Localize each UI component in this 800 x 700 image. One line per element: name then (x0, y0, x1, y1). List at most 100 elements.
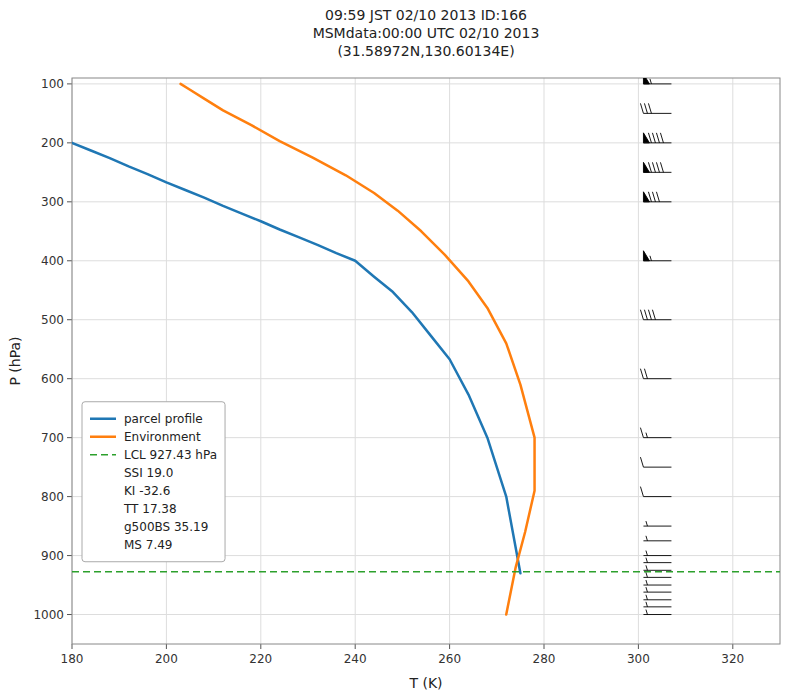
wind-barb (643, 610, 671, 615)
y-grid-line (72, 260, 780, 261)
y-tick-label: 1000 (33, 608, 64, 622)
wind-barb-half (646, 521, 648, 526)
y-tick (67, 260, 72, 261)
x-tick-label: 180 (61, 652, 84, 666)
y-grid-line (72, 614, 780, 615)
x-tick-label: 220 (249, 652, 272, 666)
wind-barb-full (652, 192, 655, 202)
y-tick-label: 600 (41, 372, 64, 386)
x-grid-line (732, 78, 733, 644)
x-tick-label: 300 (627, 652, 650, 666)
x-tick-label: 240 (344, 652, 367, 666)
x-tick (544, 644, 545, 649)
wind-barb-shaft (643, 467, 671, 468)
wind-barb-half (646, 565, 648, 570)
y-tick-label: 700 (41, 431, 64, 445)
wind-barb-full (648, 103, 651, 113)
series-line (181, 84, 535, 615)
y-axis-label: P (hPa) (7, 336, 23, 385)
x-grid-line (260, 78, 261, 644)
wind-barb-shaft (643, 496, 671, 497)
y-grid-line (72, 201, 780, 202)
wind-barb-full (656, 192, 659, 202)
wind-barb-full (648, 162, 651, 172)
wind-barb-half (646, 433, 648, 438)
y-grid-line (72, 319, 780, 320)
wind-barb-full (656, 162, 659, 172)
page: {"chart_data": { "type": "line", "title"… (0, 0, 800, 700)
y-tick-label: 900 (41, 549, 64, 563)
wind-barb-full (640, 369, 643, 379)
y-tick-label: 800 (41, 490, 64, 504)
wind-barb (640, 310, 671, 320)
axes: 1802002202402602803003201002003004005006… (33, 77, 780, 666)
wind-barb-half (646, 587, 648, 592)
y-tick-label: 100 (41, 77, 64, 91)
legend-label: KI -32.6 (124, 484, 170, 498)
wind-barb-half (646, 572, 648, 577)
y-tick (67, 614, 72, 615)
y-tick-label: 500 (41, 313, 64, 327)
legend-swatch (90, 435, 116, 438)
wind-barb-full (644, 103, 647, 113)
wind-barb-full (648, 133, 651, 143)
wind-barb-full (640, 487, 643, 497)
plot-data (72, 78, 780, 615)
title-line: 09:59 JST 02/10 2013 ID:166 (325, 7, 527, 23)
wind-barb-flag (643, 78, 649, 84)
wind-barb (640, 457, 671, 467)
x-tick (166, 644, 167, 649)
y-tick (67, 83, 72, 84)
legend-swatch (90, 417, 116, 420)
legend-label: parcel profile (124, 412, 203, 426)
wind-barb-half (646, 580, 648, 585)
wind-barb-flag (643, 251, 649, 261)
wind-barb (640, 487, 671, 497)
legend: parcel profileEnvironmentLCL 927.43 hPaS… (82, 402, 225, 562)
wind-barb-full (640, 103, 643, 113)
plot-frame (72, 78, 780, 644)
y-tick-label: 300 (41, 195, 64, 209)
wind-barb (640, 103, 671, 113)
y-tick-label: 400 (41, 254, 64, 268)
plot-background (72, 78, 780, 644)
legend-label: g500BS 35.19 (124, 520, 208, 534)
legend-label: TT 17.38 (123, 502, 177, 516)
x-tick-label: 320 (721, 652, 744, 666)
legend-swatch (90, 454, 116, 456)
wind-barb-half (646, 536, 648, 541)
wind-barb (643, 78, 671, 84)
x-tick (638, 644, 639, 649)
wind-barbs (640, 78, 671, 615)
wind-barb (643, 521, 671, 526)
x-grid-line (355, 78, 356, 644)
wind-barb-half (646, 551, 648, 556)
wind-barb (643, 192, 671, 202)
x-tick (449, 644, 450, 649)
legend-label: MS 7.49 (124, 538, 173, 552)
grid (72, 78, 780, 644)
x-tick (355, 644, 356, 649)
wind-barb (643, 162, 671, 172)
wind-barb-half (650, 256, 652, 261)
wind-barb (643, 572, 671, 577)
title-line: (31.58972N,130.60134E) (337, 43, 514, 59)
wind-barb-full (660, 133, 663, 143)
x-tick (732, 644, 733, 649)
wind-barb (643, 565, 671, 570)
wind-barb-full (644, 310, 647, 320)
y-tick (67, 496, 72, 497)
y-tick (67, 378, 72, 379)
wind-barb-full (652, 310, 655, 320)
wind-barb (640, 428, 671, 438)
wind-barb (643, 551, 671, 556)
wind-barb (643, 580, 671, 585)
wind-barb-half (646, 595, 648, 600)
wind-barb-full (640, 428, 643, 438)
wind-barb (643, 595, 671, 600)
wind-barb (643, 558, 671, 563)
wind-barb (643, 602, 671, 607)
title-line: MSMdata:00:00 UTC 02/10 2013 (313, 25, 540, 41)
x-axis-label: T (K) (408, 675, 442, 691)
y-tick (67, 555, 72, 556)
